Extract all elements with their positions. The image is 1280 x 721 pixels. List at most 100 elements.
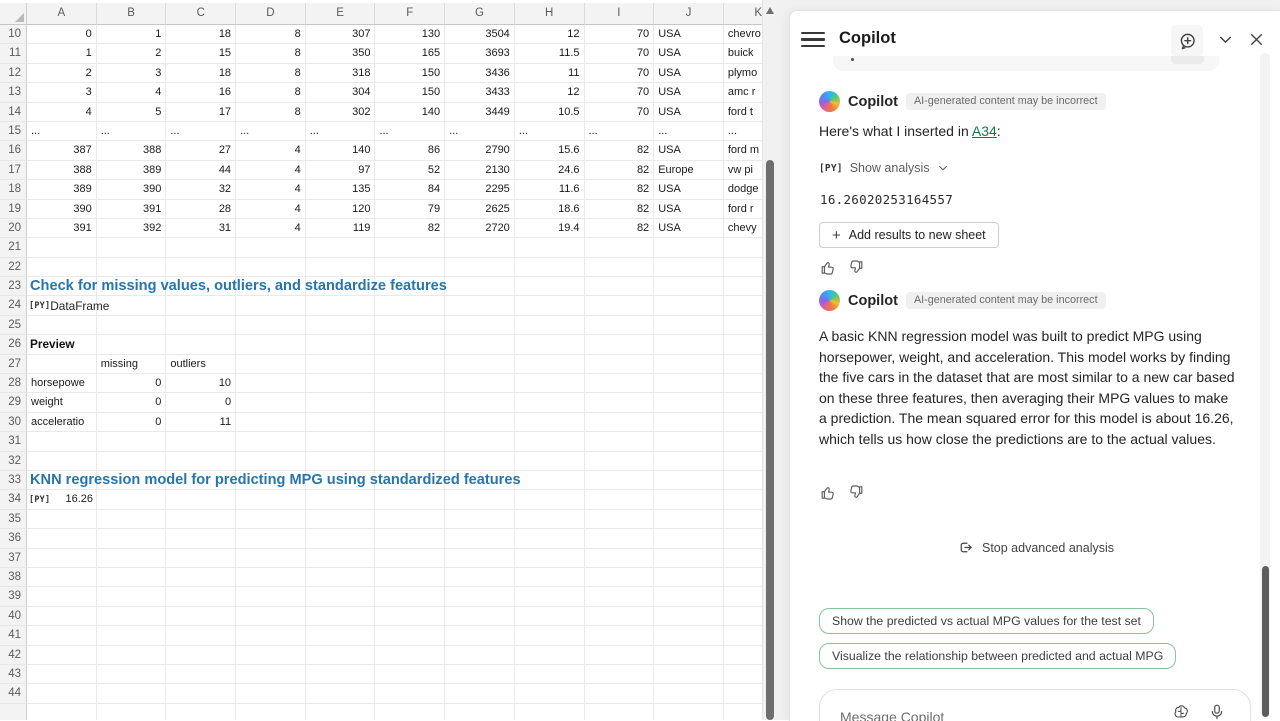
cell-C41[interactable] <box>166 626 237 646</box>
cell-G44[interactable] <box>445 684 515 704</box>
cell-E32[interactable] <box>305 451 376 471</box>
cell-K17[interactable]: vw pi <box>723 161 762 181</box>
cell-B14[interactable]: 5 <box>96 102 167 122</box>
cell-A45[interactable] <box>27 703 97 720</box>
cell-E44[interactable] <box>305 684 376 704</box>
cell-E30[interactable] <box>305 412 376 433</box>
row-header-42[interactable]: 42 <box>0 645 27 665</box>
cell-G27[interactable] <box>445 354 515 375</box>
cell-H15[interactable]: ... <box>514 121 585 142</box>
new-chat-button[interactable] <box>1171 25 1203 57</box>
cell-A16[interactable]: 387 <box>27 141 97 161</box>
cell-C13[interactable]: 16 <box>166 83 237 103</box>
cell-C18[interactable]: 32 <box>166 180 237 200</box>
cell-B23[interactable] <box>96 277 167 297</box>
cell-B30[interactable]: 0 <box>96 412 167 433</box>
cell-I35[interactable] <box>584 509 655 530</box>
cell-C45[interactable] <box>166 703 237 720</box>
cell-A32[interactable] <box>27 451 97 471</box>
cell-A40[interactable] <box>27 606 97 627</box>
row-header-13[interactable]: 13 <box>0 83 27 103</box>
hamburger-icon[interactable] <box>801 32 825 47</box>
row-header-31[interactable]: 31 <box>0 432 27 452</box>
cell-F20[interactable]: 82 <box>375 218 446 239</box>
cell-G19[interactable]: 2625 <box>445 199 515 219</box>
cell-G38[interactable] <box>445 567 515 588</box>
cell-K12[interactable]: plymo <box>723 64 762 84</box>
cell-A12[interactable]: 2 <box>27 63 97 84</box>
cell-B11[interactable]: 2 <box>96 44 167 64</box>
cell-I18[interactable]: 82 <box>584 180 655 200</box>
row-header-30[interactable]: 30 <box>0 412 27 433</box>
cell-D28[interactable] <box>236 374 306 394</box>
cell-H18[interactable]: 11.6 <box>514 180 585 200</box>
cell-B17[interactable]: 389 <box>96 160 167 181</box>
cell-J38[interactable] <box>654 567 724 588</box>
cell-H43[interactable] <box>514 664 585 685</box>
cell-D34[interactable] <box>236 490 306 510</box>
cell-E22[interactable] <box>305 257 376 278</box>
cell-A29[interactable]: weight <box>27 393 97 413</box>
cell-C29[interactable]: 0 <box>166 393 237 413</box>
cell-J16[interactable]: USA <box>654 141 724 161</box>
cell-E43[interactable] <box>305 664 376 685</box>
column-header-G[interactable]: G <box>445 3 515 25</box>
cell-A44[interactable] <box>27 684 97 704</box>
cell-D13[interactable]: 8 <box>236 83 306 103</box>
column-header-J[interactable]: J <box>654 3 724 25</box>
cell-E39[interactable] <box>305 587 376 607</box>
cell-D27[interactable] <box>236 354 306 375</box>
cell-G32[interactable] <box>445 451 515 471</box>
row-header-44[interactable]: 44 <box>0 684 27 704</box>
cell-A43[interactable] <box>27 664 97 685</box>
select-all-corner[interactable] <box>0 3 27 25</box>
cell-A24[interactable] <box>27 296 97 316</box>
add-results-button[interactable]: + Add results to new sheet <box>819 222 999 248</box>
row-header-15[interactable]: 15 <box>0 121 27 142</box>
thumbs-up-icon[interactable] <box>819 484 836 501</box>
cell-H17[interactable]: 24.6 <box>514 160 585 181</box>
cell-G11[interactable]: 3693 <box>445 44 515 64</box>
cell-G43[interactable] <box>445 664 515 685</box>
cell-E27[interactable] <box>305 354 376 375</box>
cell-J10[interactable]: USA <box>654 25 724 45</box>
cell-H25[interactable] <box>514 315 585 336</box>
cell-B20[interactable]: 392 <box>96 218 167 239</box>
cell-F29[interactable] <box>375 393 446 413</box>
chevron-down-icon[interactable] <box>1217 31 1234 48</box>
cell-C16[interactable]: 27 <box>166 141 237 161</box>
cell-E21[interactable] <box>305 238 376 258</box>
chat-scrollbar-thumb[interactable] <box>1261 566 1269 717</box>
row-header-12[interactable]: 12 <box>0 63 27 84</box>
cell-F23[interactable] <box>375 277 446 297</box>
cell-K14[interactable]: ford t <box>723 103 762 122</box>
row-header-10[interactable]: 10 <box>0 25 27 45</box>
row-header-24[interactable]: 24 <box>0 296 27 316</box>
cell-I23[interactable] <box>584 277 655 297</box>
stop-advanced-analysis-button[interactable]: Stop advanced analysis <box>790 539 1280 556</box>
cell-B24[interactable] <box>96 296 167 316</box>
cell-A38[interactable] <box>27 567 97 588</box>
cell-J30[interactable] <box>654 412 724 433</box>
thumbs-up-icon[interactable] <box>819 259 836 276</box>
cell-A41[interactable] <box>27 626 97 646</box>
cell-H40[interactable] <box>514 606 585 627</box>
cell-B27[interactable]: missing <box>96 354 167 375</box>
cell-E14[interactable]: 302 <box>305 102 376 122</box>
cell-D19[interactable]: 4 <box>236 199 306 219</box>
cell-K44[interactable] <box>723 684 762 704</box>
cell-D20[interactable]: 4 <box>236 218 306 239</box>
cell-C32[interactable] <box>166 451 237 471</box>
cell-G12[interactable]: 3436 <box>445 63 515 84</box>
cell-I16[interactable]: 82 <box>584 141 655 161</box>
cell-A34[interactable] <box>27 490 97 510</box>
cell-G35[interactable] <box>445 509 515 530</box>
cell-I33[interactable] <box>584 470 655 491</box>
cell-D36[interactable] <box>236 529 306 549</box>
cell-I34[interactable] <box>584 490 655 510</box>
cell-J12[interactable]: USA <box>654 63 724 84</box>
cell-J23[interactable] <box>654 277 724 297</box>
cell-D17[interactable]: 4 <box>236 160 306 181</box>
cell-A10[interactable]: 0 <box>27 25 97 45</box>
cell-F10[interactable]: 130 <box>375 25 446 45</box>
